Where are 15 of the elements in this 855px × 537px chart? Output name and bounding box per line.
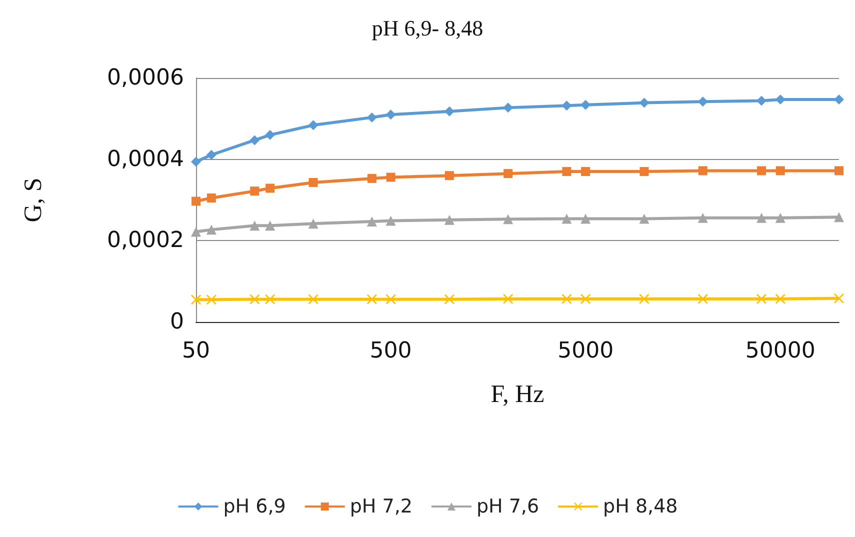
- y-axis-title: G, S: [20, 178, 47, 222]
- legend-label: pH 6,9: [223, 496, 286, 518]
- legend-label: pH 8,48: [603, 496, 678, 518]
- x-axis-title: F, Hz: [490, 381, 544, 408]
- x-tick-label: 5000: [558, 338, 614, 364]
- y-tick-label: 0,0006: [107, 66, 184, 90]
- legend-label: pH 7,6: [476, 496, 540, 518]
- y-tick-label: 0,0004: [107, 146, 184, 172]
- x-tick-label: 50000: [745, 338, 816, 364]
- chart-title: pH 6,9- 8,48: [372, 16, 484, 40]
- x-tick-label: 50: [182, 338, 210, 364]
- x-tick-label: 500: [370, 338, 412, 364]
- legend-label: pH 7,2: [350, 496, 412, 518]
- y-tick-label: 0: [170, 310, 184, 334]
- y-tick-label: 0,0002: [107, 228, 184, 254]
